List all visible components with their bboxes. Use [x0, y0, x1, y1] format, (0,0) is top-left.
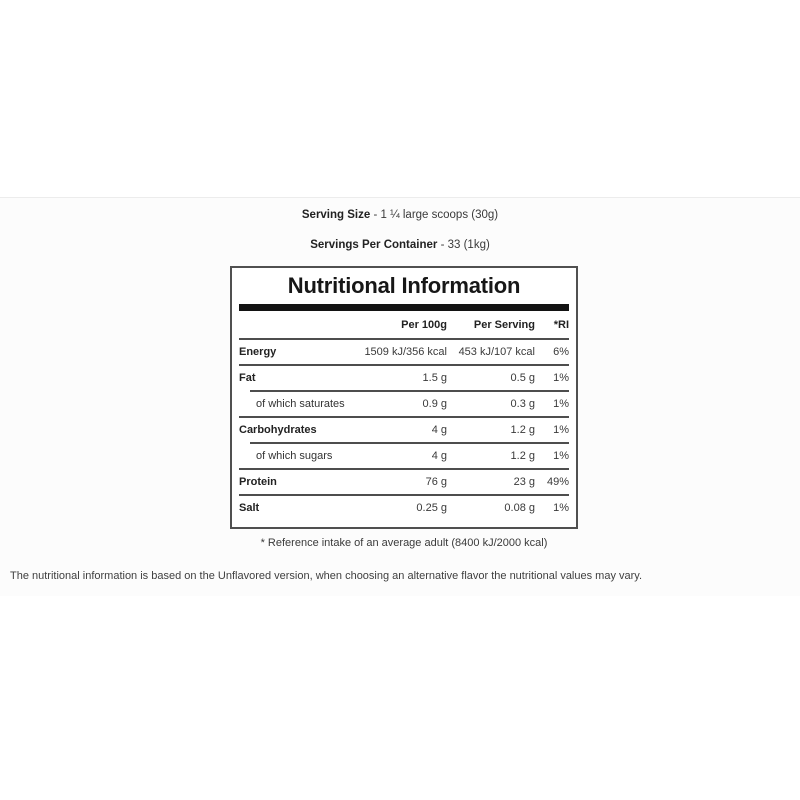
cell-ri: 1%	[553, 397, 569, 410]
servings-per-container-label: Servings Per Container	[310, 239, 438, 251]
row-label: of which saturates	[256, 397, 345, 410]
row-label: Salt	[239, 501, 260, 514]
nutrition-table: Nutritional Information Per 100g Per Ser…	[230, 266, 578, 529]
row-divider	[239, 416, 569, 418]
row-divider-indented	[250, 442, 569, 444]
cell-ri: 1%	[553, 449, 569, 462]
nutrition-info-section: Serving Size - 1 ¼ large scoops (30g) Se…	[0, 197, 800, 596]
cell-per-100g: 4 g	[431, 423, 447, 436]
row-label: Protein	[239, 475, 277, 488]
table-header-row: Per 100g Per Serving *RI	[239, 311, 569, 338]
table-row-of-which-saturates: of which saturates 0.9 g 0.3 g 1%	[239, 392, 569, 416]
row-divider	[239, 494, 569, 496]
table-body: Per 100g Per Serving *RI Energy 1509 kJ/…	[239, 311, 569, 520]
cell-ri: 1%	[553, 423, 569, 436]
table-row-carbohydrates: Carbohydrates 4 g 1.2 g 1%	[239, 418, 569, 442]
reference-intake-footnote: * Reference intake of an average adult (…	[260, 537, 548, 549]
cell-per-serving: 0.5 g	[510, 371, 535, 384]
row-divider-indented	[250, 390, 569, 392]
row-divider	[239, 468, 569, 470]
cell-per-100g: 1509 kJ/356 kcal	[364, 345, 447, 358]
table-title: Nutritional Information	[287, 273, 521, 298]
table-row-salt: Salt 0.25 g 0.08 g 1%	[239, 496, 569, 520]
table-row-of-which-sugars: of which sugars 4 g 1.2 g 1%	[239, 444, 569, 468]
column-header-ri: *RI	[553, 319, 569, 331]
table-header-bar	[239, 304, 569, 311]
serving-size-value: 1 ¼ large scoops (30g)	[380, 209, 499, 221]
serving-size-separator: -	[370, 209, 381, 221]
serving-size-label: Serving Size	[301, 209, 371, 221]
cell-per-serving: 1.2 g	[510, 423, 535, 436]
cell-per-serving: 0.08 g	[504, 501, 535, 514]
cell-ri: 49%	[546, 475, 569, 488]
cell-ri: 6%	[553, 345, 569, 358]
cell-per-serving: 1.2 g	[510, 449, 535, 462]
row-divider	[239, 364, 569, 366]
servings-per-container-separator: -	[437, 239, 448, 251]
servings-per-container-line: Servings Per Container - 33 (1kg)	[0, 237, 800, 253]
cell-per-serving: 0.3 g	[510, 397, 535, 410]
table-row-energy: Energy 1509 kJ/356 kcal 453 kJ/107 kcal …	[239, 340, 569, 364]
flavor-disclaimer: The nutritional information is based on …	[10, 570, 643, 582]
row-label: of which sugars	[256, 449, 333, 462]
column-header-per-100g: Per 100g	[401, 319, 447, 331]
column-header-per-serving: Per Serving	[473, 319, 535, 331]
table-row-protein: Protein 76 g 23 g 49%	[239, 470, 569, 494]
servings-per-container-value: 33 (1kg)	[447, 239, 490, 251]
cell-per-100g: 76 g	[425, 475, 447, 488]
row-label: Fat	[239, 371, 256, 384]
table-row-fat: Fat 1.5 g 0.5 g 1%	[239, 366, 569, 390]
cell-per-100g: 4 g	[431, 449, 447, 462]
cell-per-serving: 23 g	[513, 475, 535, 488]
cell-ri: 1%	[553, 501, 569, 514]
cell-per-100g: 0.25 g	[416, 501, 447, 514]
serving-size-line: Serving Size - 1 ¼ large scoops (30g)	[0, 207, 800, 223]
row-label: Energy	[239, 345, 277, 358]
row-label: Carbohydrates	[239, 423, 317, 436]
cell-per-serving: 453 kJ/107 kcal	[458, 345, 535, 358]
cell-per-100g: 1.5 g	[422, 371, 447, 384]
row-divider	[239, 338, 569, 340]
cell-ri: 1%	[553, 371, 569, 384]
cell-per-100g: 0.9 g	[422, 397, 447, 410]
